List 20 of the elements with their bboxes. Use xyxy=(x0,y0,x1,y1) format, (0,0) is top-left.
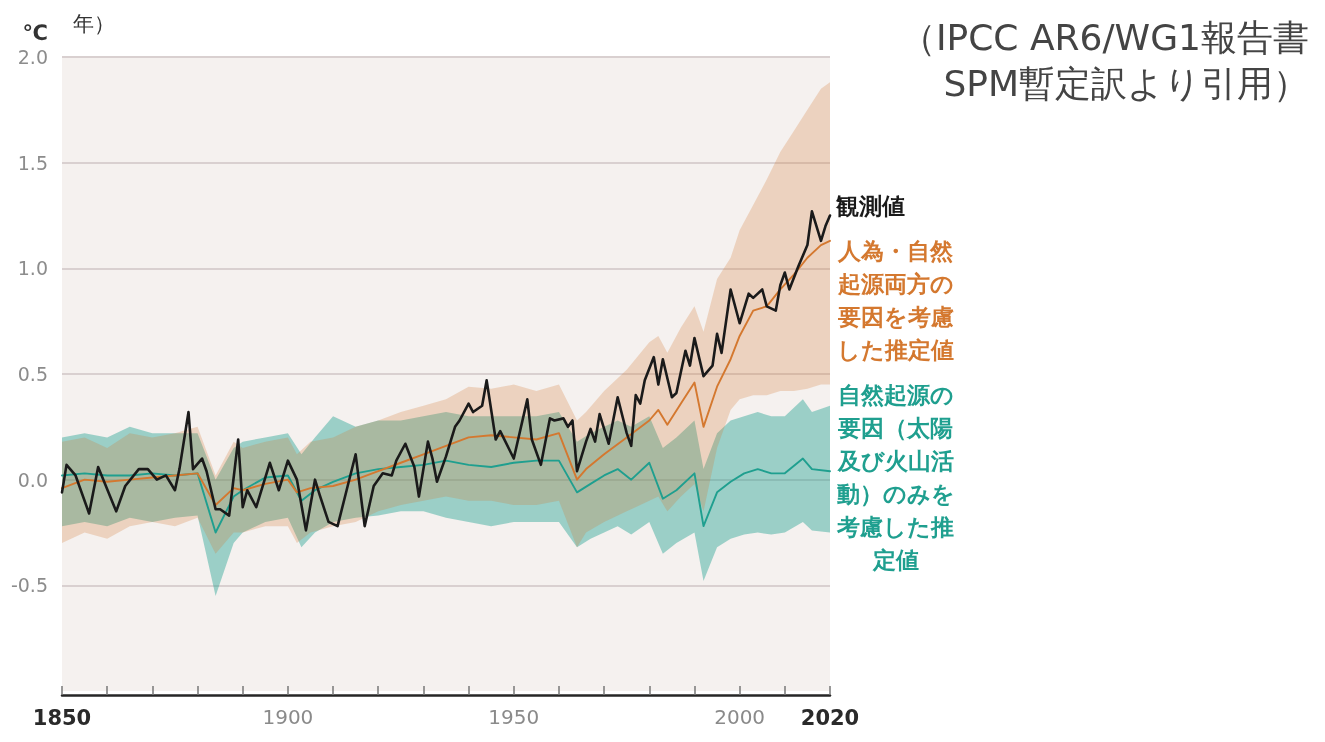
y-tick-label: 0.5 xyxy=(17,363,48,385)
series-label: 人為・自然起源両方の要因を考慮した推定値 xyxy=(836,237,955,363)
chart-title: 年） xyxy=(73,11,115,36)
y-tick-label: 0.0 xyxy=(17,468,48,491)
text: （IPCC AR6/WG1報告書 SPM暫定訳より引用） xyxy=(899,16,1309,104)
y-tick-label: 1.0 xyxy=(17,257,48,280)
x-tick-label: 1900 xyxy=(262,705,314,729)
y-tick-label: 2.0 xyxy=(17,46,48,68)
y-tick-label: -0.5 xyxy=(10,574,48,597)
series-label: 自然起源の要因（太陽及び火山活動）のみを考慮した推定値 xyxy=(835,381,955,573)
y-tick-label: 1.5 xyxy=(17,151,48,174)
x-tick-label: 1850 xyxy=(32,705,92,730)
x-tick-label: 1950 xyxy=(488,705,540,729)
line-series xyxy=(61,457,831,534)
line-series xyxy=(60,209,832,532)
x-tick-label: 2000 xyxy=(714,705,766,729)
x-tick-label: 2020 xyxy=(800,705,860,730)
line-series xyxy=(61,239,831,506)
series-label: 観測値 xyxy=(835,192,905,219)
y-axis-title: ℃ xyxy=(22,20,48,45)
